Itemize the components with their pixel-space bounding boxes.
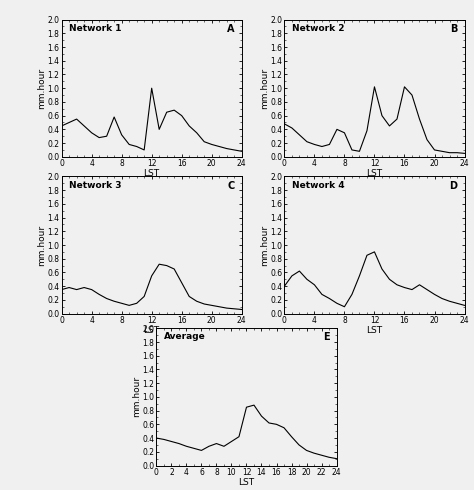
Text: Network 2: Network 2 — [292, 24, 344, 33]
X-axis label: LST: LST — [144, 169, 160, 178]
X-axis label: LST: LST — [366, 326, 383, 335]
Text: D: D — [449, 180, 457, 191]
Text: E: E — [323, 332, 329, 343]
Text: B: B — [450, 24, 457, 34]
Text: Network 4: Network 4 — [292, 180, 344, 190]
Text: C: C — [228, 180, 235, 191]
Y-axis label: mm.hour: mm.hour — [132, 376, 141, 417]
Y-axis label: mm.hour: mm.hour — [260, 224, 269, 266]
Text: Network 1: Network 1 — [69, 24, 121, 33]
Y-axis label: mm.hour: mm.hour — [37, 68, 46, 109]
X-axis label: LST: LST — [144, 326, 160, 335]
X-axis label: LST: LST — [366, 169, 383, 178]
X-axis label: LST: LST — [238, 478, 255, 487]
Text: A: A — [227, 24, 235, 34]
Y-axis label: mm.hour: mm.hour — [37, 224, 46, 266]
Text: Network 3: Network 3 — [69, 180, 121, 190]
Text: Average: Average — [164, 332, 205, 342]
Y-axis label: mm.hour: mm.hour — [260, 68, 269, 109]
